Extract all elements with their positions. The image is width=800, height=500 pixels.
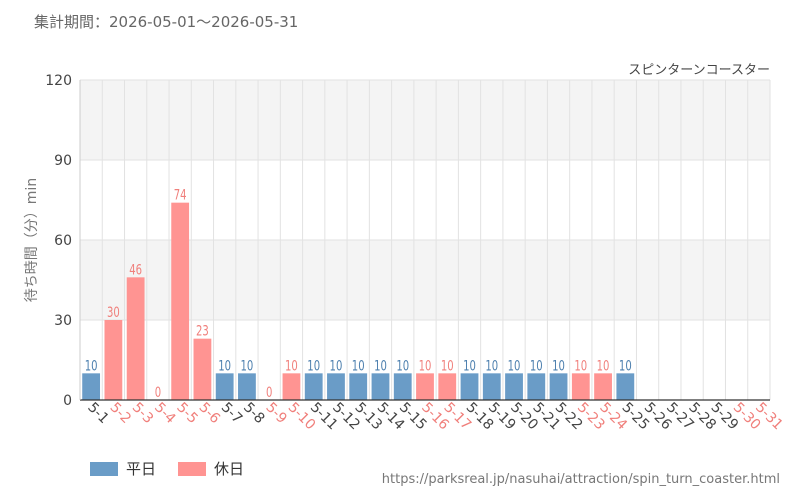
chart-grid bbox=[79, 79, 771, 401]
x-tick-5-1: 5-1 bbox=[84, 400, 111, 427]
bar-5-18[interactable] bbox=[460, 373, 479, 400]
x-tick-5-4: 5-4 bbox=[151, 400, 179, 428]
value-label-5-24: 10 bbox=[597, 357, 610, 374]
value-label-5-7: 10 bbox=[218, 357, 231, 374]
value-label-5-2: 30 bbox=[107, 304, 120, 321]
value-label-5-15: 10 bbox=[396, 357, 409, 374]
source-url[interactable]: https://parksreal.jp/nasuhai/attraction/… bbox=[381, 472, 780, 487]
legend-swatch-holiday bbox=[178, 461, 207, 476]
x-tick-5-5: 5-5 bbox=[173, 400, 200, 427]
bar-5-12[interactable] bbox=[327, 373, 345, 400]
value-label-5-20: 10 bbox=[508, 357, 521, 374]
bar-5-10[interactable] bbox=[282, 373, 301, 400]
value-label-5-23: 10 bbox=[574, 357, 587, 374]
value-label-5-5: 74 bbox=[174, 186, 187, 203]
bar-5-13[interactable] bbox=[349, 373, 368, 400]
chart-title: スピンターンコースター bbox=[628, 63, 770, 78]
value-label-5-11: 10 bbox=[307, 357, 320, 374]
legend-item-holiday[interactable]: 休日 bbox=[178, 458, 244, 479]
y-axis-ticks: 0 30 60 90 120 bbox=[45, 73, 72, 409]
legend: 平日 休日 bbox=[90, 458, 244, 479]
x-tick-5-6: 5-6 bbox=[196, 400, 224, 428]
bar-5-5[interactable] bbox=[171, 202, 190, 400]
x-tick-5-7: 5-7 bbox=[218, 400, 245, 427]
bar-5-25[interactable] bbox=[616, 373, 635, 400]
bar-5-24[interactable] bbox=[594, 373, 612, 400]
legend-item-weekday[interactable]: 平日 bbox=[90, 458, 156, 479]
bar-5-6[interactable] bbox=[193, 338, 212, 400]
x-tick-5-3: 5-3 bbox=[129, 400, 156, 427]
legend-label-weekday: 平日 bbox=[126, 460, 157, 478]
value-label-5-21: 10 bbox=[530, 357, 543, 374]
bar-5-20[interactable] bbox=[505, 373, 523, 400]
bar-5-7[interactable] bbox=[215, 373, 234, 400]
value-label-5-19: 10 bbox=[485, 357, 498, 374]
y-tick-label: 120 bbox=[45, 73, 72, 89]
value-label-5-22: 10 bbox=[552, 357, 565, 374]
value-label-5-1: 10 bbox=[85, 357, 98, 374]
chart-bands bbox=[80, 80, 770, 320]
value-label-5-12: 10 bbox=[330, 357, 343, 374]
x-axis-ticks: 5-15-25-35-45-55-65-75-85-95-105-115-125… bbox=[84, 400, 786, 434]
value-label-5-6: 23 bbox=[196, 322, 209, 339]
bar-5-17[interactable] bbox=[438, 373, 457, 400]
chart-value-labels: 10 30 46 0 74 23 10 10 0 10 10 10 10 10 10 10 10 10 10 10 10… bbox=[85, 186, 632, 400]
bar-5-22[interactable] bbox=[549, 373, 568, 400]
bar-5-16[interactable] bbox=[416, 373, 434, 400]
bar-5-15[interactable] bbox=[393, 373, 412, 400]
value-label-5-4: 0 bbox=[155, 384, 161, 401]
chart-bars bbox=[82, 202, 635, 400]
bar-5-19[interactable] bbox=[482, 373, 501, 400]
value-label-5-13: 10 bbox=[352, 357, 365, 374]
bar-5-3[interactable] bbox=[126, 277, 145, 400]
chart-band bbox=[80, 80, 770, 160]
bar-5-8[interactable] bbox=[238, 373, 256, 400]
period-label: 集計期間：2026-05-01～2026-05-31 bbox=[34, 13, 299, 31]
legend-swatch-weekday bbox=[90, 461, 118, 476]
x-tick-5-9: 5-9 bbox=[262, 400, 289, 427]
value-label-5-17: 10 bbox=[441, 357, 454, 374]
bar-5-14[interactable] bbox=[371, 373, 390, 400]
bar-5-2[interactable] bbox=[104, 320, 123, 400]
chart-band bbox=[80, 240, 770, 320]
value-label-5-18: 10 bbox=[463, 357, 476, 374]
value-label-5-10: 10 bbox=[285, 357, 298, 374]
bar-5-11[interactable] bbox=[304, 373, 323, 400]
x-tick-5-8: 5-8 bbox=[240, 400, 267, 427]
y-axis-label: 待ち時間（分）min bbox=[24, 178, 40, 302]
value-label-5-25: 10 bbox=[619, 357, 632, 374]
value-label-5-14: 10 bbox=[374, 357, 387, 374]
y-tick-label: 30 bbox=[54, 313, 72, 329]
legend-label-holiday: 休日 bbox=[214, 460, 245, 478]
value-label-5-3: 46 bbox=[129, 261, 142, 278]
y-tick-label: 60 bbox=[54, 233, 72, 249]
bar-5-1[interactable] bbox=[82, 373, 101, 400]
value-label-5-16: 10 bbox=[419, 357, 432, 374]
y-tick-label: 0 bbox=[63, 393, 72, 409]
value-label-5-8: 10 bbox=[241, 357, 254, 374]
value-label-5-9: 0 bbox=[266, 384, 272, 401]
x-tick-5-2: 5-2 bbox=[107, 400, 134, 427]
bar-5-21[interactable] bbox=[527, 373, 546, 400]
y-tick-label: 90 bbox=[54, 153, 72, 169]
bar-5-23[interactable] bbox=[571, 373, 590, 400]
